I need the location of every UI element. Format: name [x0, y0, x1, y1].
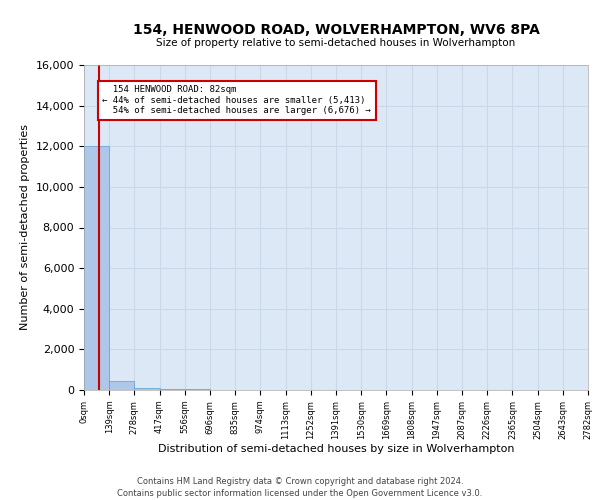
Bar — [84, 146, 109, 390]
Bar — [109, 381, 134, 390]
Y-axis label: Number of semi-detached properties: Number of semi-detached properties — [20, 124, 30, 330]
Text: 154 HENWOOD ROAD: 82sqm
← 44% of semi-detached houses are smaller (5,413)
  54% : 154 HENWOOD ROAD: 82sqm ← 44% of semi-de… — [103, 86, 371, 115]
Text: Contains public sector information licensed under the Open Government Licence v3: Contains public sector information licen… — [118, 489, 482, 498]
Text: Size of property relative to semi-detached houses in Wolverhampton: Size of property relative to semi-detach… — [157, 38, 515, 48]
Text: 154, HENWOOD ROAD, WOLVERHAMPTON, WV6 8PA: 154, HENWOOD ROAD, WOLVERHAMPTON, WV6 8P… — [133, 22, 539, 36]
Bar — [160, 389, 185, 390]
Text: Contains HM Land Registry data © Crown copyright and database right 2024.: Contains HM Land Registry data © Crown c… — [137, 478, 463, 486]
Bar — [134, 388, 160, 390]
X-axis label: Distribution of semi-detached houses by size in Wolverhampton: Distribution of semi-detached houses by … — [158, 444, 514, 454]
